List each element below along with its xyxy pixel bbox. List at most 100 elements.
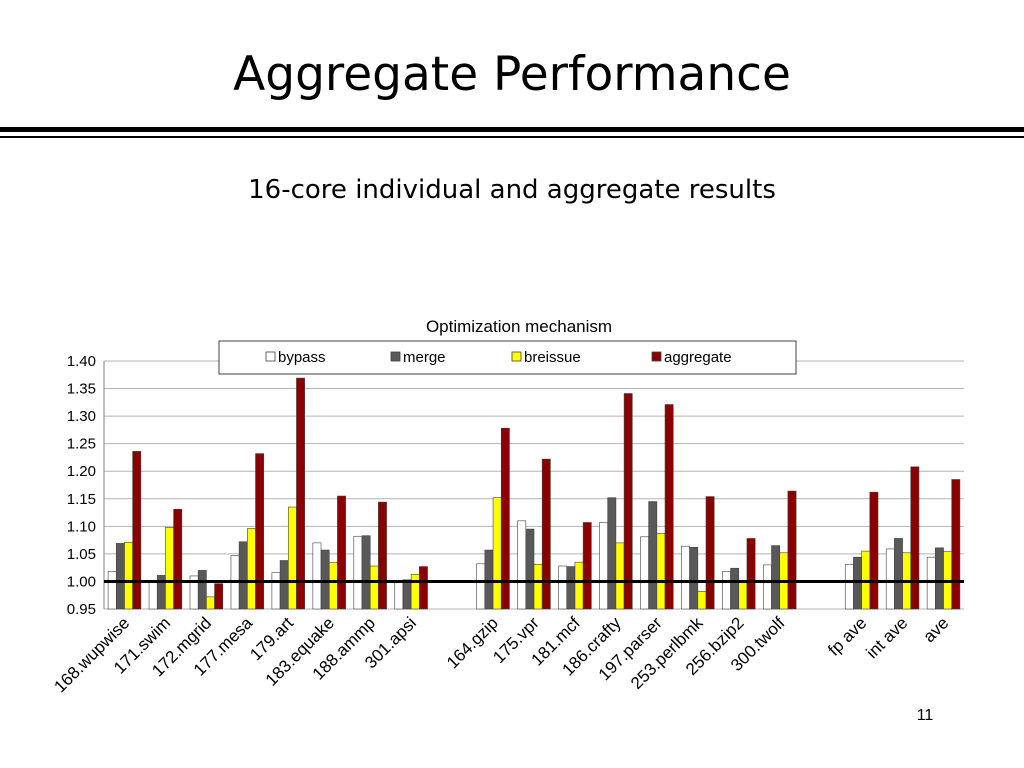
bar-merge xyxy=(648,501,658,610)
y-tick-label: 1.25 xyxy=(67,436,96,453)
y-tick-label: 1.20 xyxy=(67,463,96,480)
bar-merge xyxy=(607,497,617,610)
slide-title: Aggregate Performance xyxy=(233,47,791,102)
bar-merge xyxy=(771,545,781,610)
bar-merge xyxy=(402,579,412,610)
bar-merge xyxy=(484,549,494,610)
y-axis-ticks: 0.95 1.00 1.05 1.10 1.15 1.20 1.25 1.30 1.35 1.40 xyxy=(67,353,96,618)
bar-merge xyxy=(853,556,862,610)
bar-aggregate xyxy=(337,495,346,610)
bar-bypass xyxy=(763,564,772,610)
bar-bypass xyxy=(476,563,486,610)
bar-merge xyxy=(935,547,944,610)
bar-breissue xyxy=(247,528,256,610)
bar-breissue xyxy=(697,591,707,610)
bar-breissue xyxy=(287,506,297,610)
x-tick-label: int ave xyxy=(863,613,912,662)
bar-aggregate xyxy=(664,404,674,610)
bar-aggregate xyxy=(296,377,305,610)
bar-merge xyxy=(197,570,207,610)
bar-bypass xyxy=(107,571,117,610)
bar-breissue xyxy=(124,542,133,610)
y-tick-label: 1.00 xyxy=(67,573,96,590)
bar-breissue xyxy=(206,596,215,610)
bar-aggregate xyxy=(214,583,224,610)
bar-merge xyxy=(320,549,330,610)
bar-merge xyxy=(115,543,125,610)
bar-bypass xyxy=(640,536,649,610)
bar-aggregate xyxy=(582,522,592,610)
x-tick-label: fp ave xyxy=(824,613,870,659)
bar-merge xyxy=(361,535,371,610)
bar-bypass xyxy=(312,542,322,610)
bar-merge xyxy=(525,528,535,610)
bar-aggregate xyxy=(910,466,920,610)
slide-subtitle: 16-core individual and aggregate results xyxy=(248,175,776,205)
bar-aggregate xyxy=(787,490,797,610)
bar-merge xyxy=(730,567,740,610)
legend-swatch-bypass xyxy=(265,351,276,362)
y-tick-label: 1.15 xyxy=(67,491,96,508)
title-rule-thick xyxy=(0,127,1024,132)
bar-aggregate xyxy=(746,538,756,610)
bar-breissue xyxy=(410,573,420,610)
y-tick-label: 1.30 xyxy=(67,408,96,425)
bar-breissue xyxy=(615,542,625,610)
bar-breissue xyxy=(165,527,174,610)
y-tick-label: 1.40 xyxy=(67,353,96,370)
bar-bypass xyxy=(926,556,936,610)
bar-breissue xyxy=(492,497,502,610)
bar-aggregate xyxy=(173,508,183,610)
chart-title: Optimization mechanism xyxy=(426,317,612,336)
legend: bypass merge breissue aggregate xyxy=(218,340,797,375)
bar-bypass xyxy=(271,572,281,610)
bar-aggregate xyxy=(869,491,879,610)
y-tick-label: 1.05 xyxy=(67,546,96,563)
y-tick-label: 1.35 xyxy=(67,381,96,398)
bar-aggregate xyxy=(541,458,551,610)
bar-aggregate xyxy=(419,566,428,610)
legend-box xyxy=(218,340,797,375)
x-tick-label: ave xyxy=(920,613,953,646)
y-tick-label: 0.95 xyxy=(67,601,96,618)
title-rule-thin xyxy=(0,136,1024,138)
x-axis-labels: 168.wupwise171.swim172.mgrid177.mesa179.… xyxy=(50,613,952,696)
legend-swatch-breissue xyxy=(511,351,522,362)
bar-aggregate xyxy=(378,501,387,610)
bar-breissue xyxy=(574,561,584,610)
legend-label-breissue: breissue xyxy=(524,349,581,366)
bar-bypass xyxy=(599,522,609,610)
bar-merge xyxy=(279,560,289,610)
bar-bypass xyxy=(885,548,895,610)
bar-merge xyxy=(689,546,699,610)
legend-label-bypass: bypass xyxy=(278,349,326,366)
bar-merge xyxy=(566,566,576,610)
bar-breissue xyxy=(656,533,666,610)
bar-aggregate xyxy=(623,393,633,610)
bar-aggregate xyxy=(132,451,142,610)
bar-aggregate xyxy=(500,427,510,610)
page-number: 11 xyxy=(916,707,934,724)
bar-breissue xyxy=(328,562,338,610)
legend-swatch-aggregate xyxy=(651,351,662,362)
bar-aggregate xyxy=(705,496,715,610)
bar-breissue xyxy=(738,582,748,610)
bar-bypass xyxy=(148,581,158,610)
bar-aggregate xyxy=(951,479,961,610)
bar-bypass xyxy=(722,571,731,610)
legend-label-aggregate: aggregate xyxy=(664,349,732,366)
bar-bypass xyxy=(353,535,363,610)
bar-breissue xyxy=(533,564,543,610)
bar-bypass xyxy=(517,520,527,610)
legend-label-merge: merge xyxy=(403,349,446,366)
bars xyxy=(107,377,961,610)
bar-bypass xyxy=(844,564,854,610)
grid-lines xyxy=(103,360,964,610)
y-tick-label: 1.10 xyxy=(67,518,96,535)
legend-swatch-merge xyxy=(390,351,401,362)
bar-merge xyxy=(238,541,248,610)
bar-aggregate xyxy=(255,453,265,610)
bar-bypass xyxy=(558,565,568,610)
bar-breissue xyxy=(369,565,379,610)
